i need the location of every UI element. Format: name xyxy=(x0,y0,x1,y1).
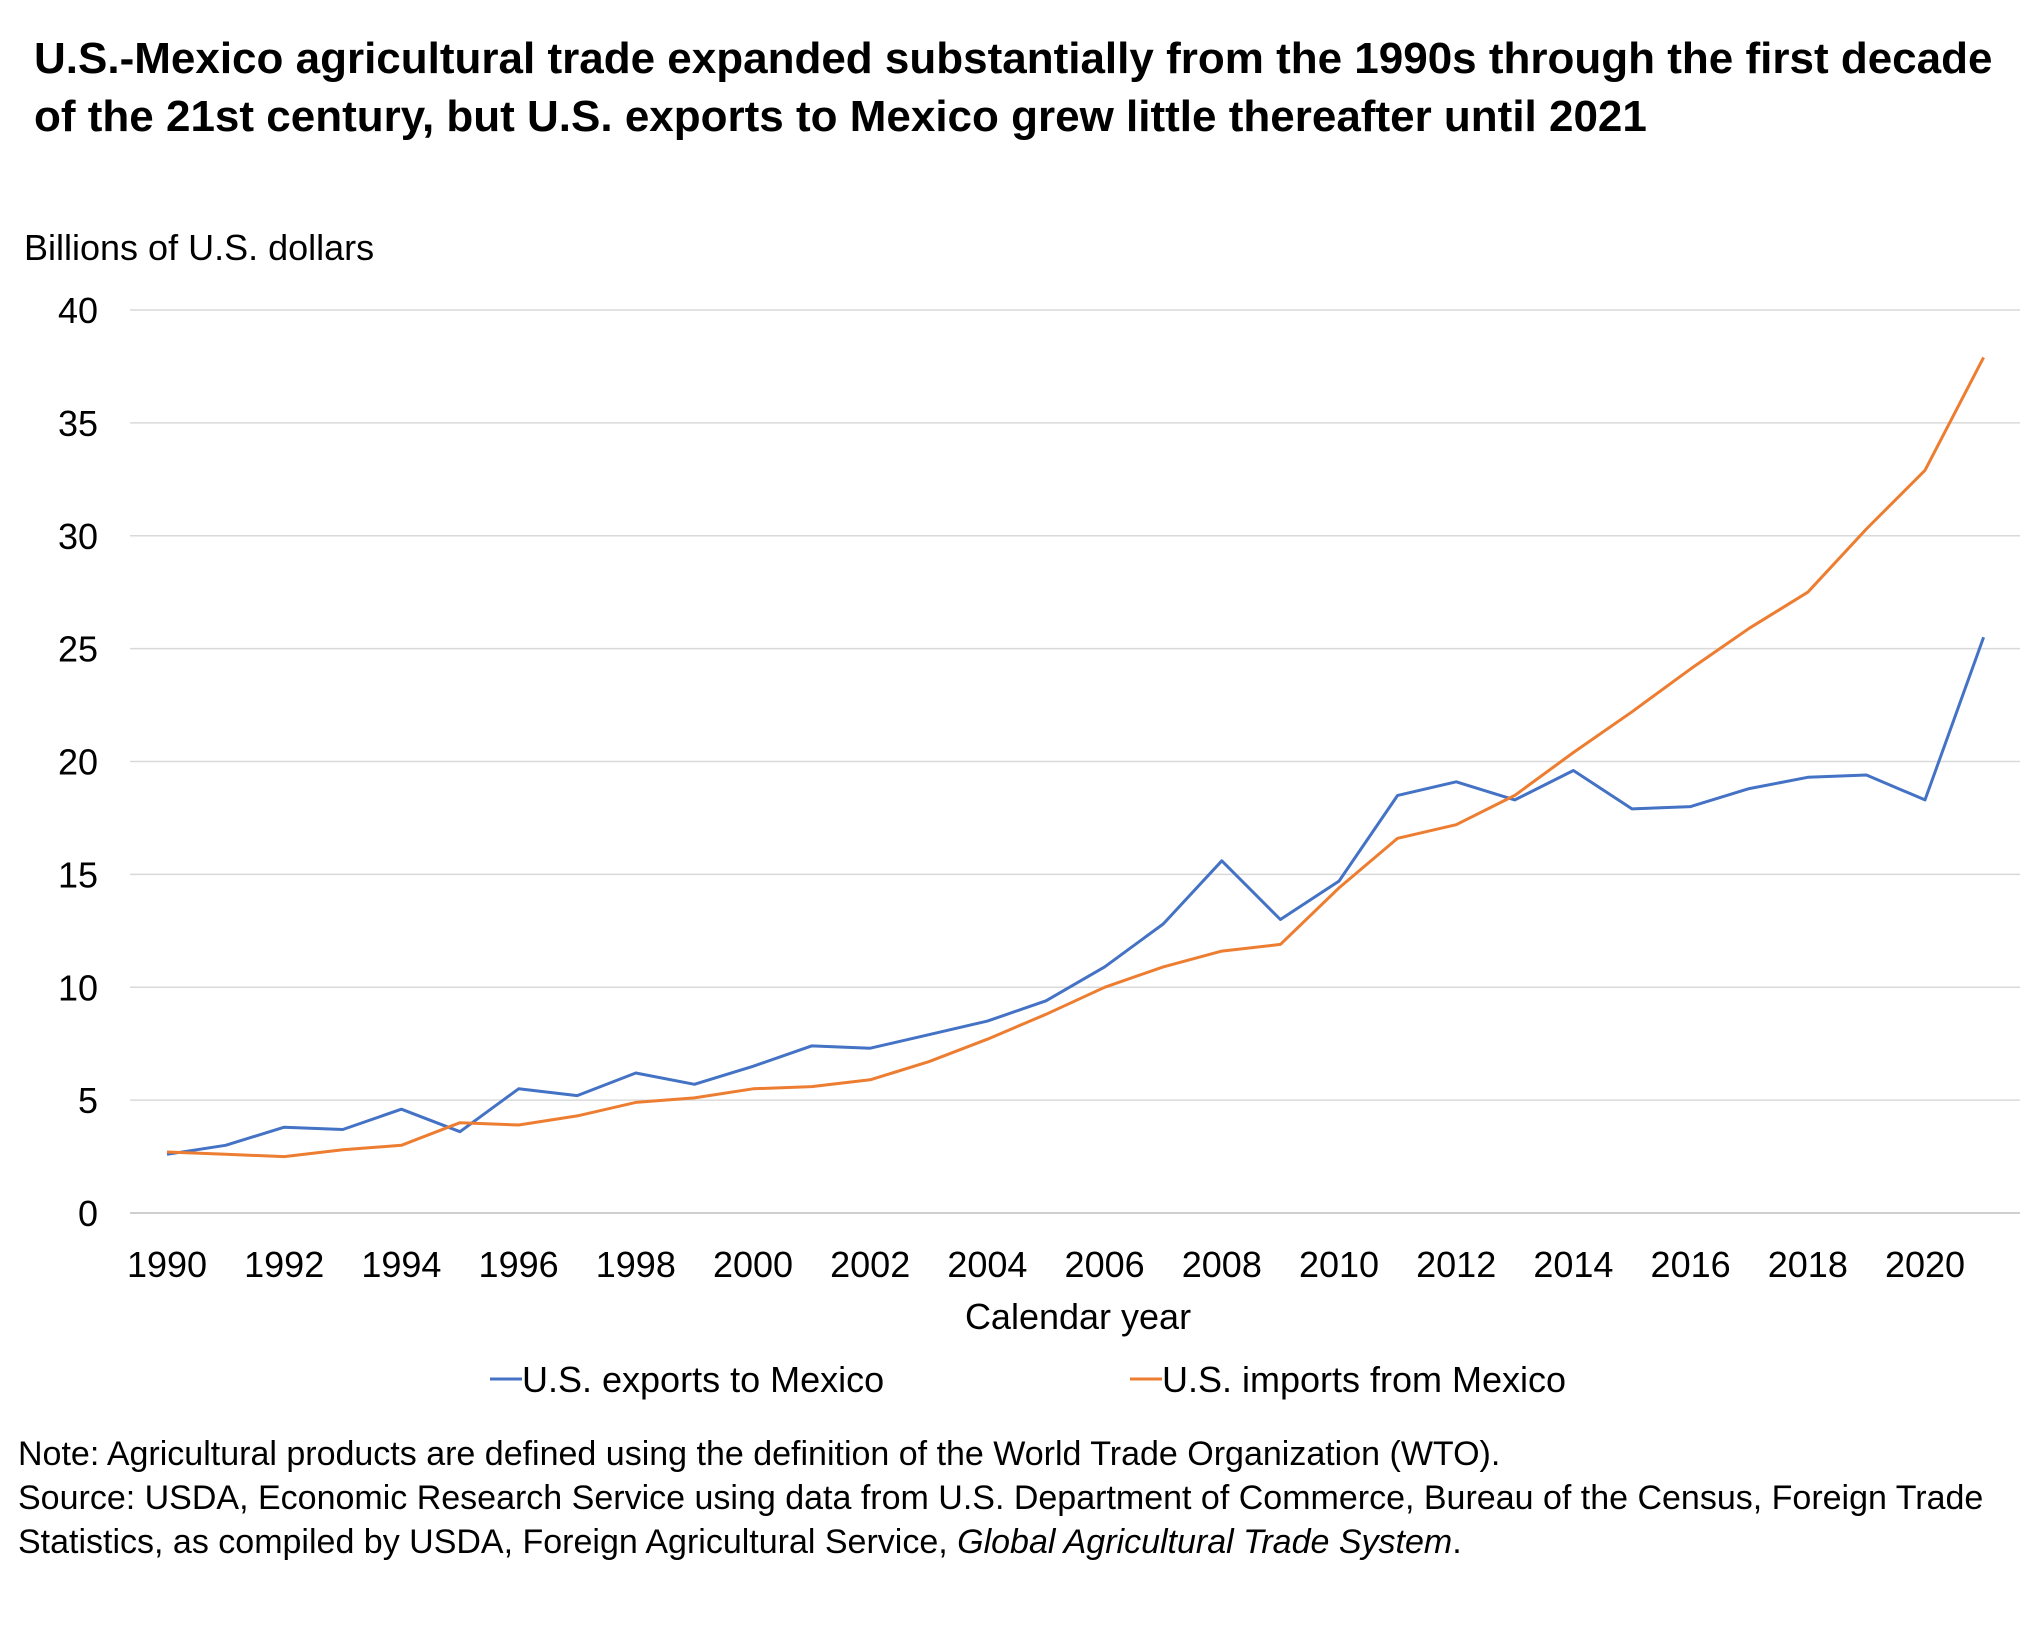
y-axis-label: Billions of U.S. dollars xyxy=(24,227,374,268)
y-tick-label: 10 xyxy=(58,967,98,1008)
x-tick-label: 1994 xyxy=(361,1244,441,1285)
source-text: Source: USDA, Economic Research Service … xyxy=(18,1476,2018,1564)
x-tick-label: 1990 xyxy=(127,1244,207,1285)
x-tick-label: 2008 xyxy=(1182,1244,1262,1285)
y-tick-label: 15 xyxy=(58,854,98,895)
x-tick-label: 2014 xyxy=(1533,1244,1613,1285)
legend-label: U.S. exports to Mexico xyxy=(522,1359,884,1400)
y-tick-label: 40 xyxy=(58,290,98,331)
y-tick-label: 35 xyxy=(58,403,98,444)
series-line-imports xyxy=(166,356,1985,1159)
y-tick-label: 30 xyxy=(58,516,98,557)
y-tick-label: 5 xyxy=(78,1080,98,1121)
x-tick-label: 2002 xyxy=(830,1244,910,1285)
x-tick-label: 2020 xyxy=(1885,1244,1965,1285)
x-tick-label: 2006 xyxy=(1065,1244,1145,1285)
chart-notes: Note: Agricultural products are defined … xyxy=(18,1432,2018,1564)
y-tick-label: 25 xyxy=(58,629,98,670)
line-chart: Billions of U.S. dollars 0 5 10 15 20 25 30 35 4… xyxy=(24,227,2020,1400)
legend: U.S. exports to Mexico U.S. imports from … xyxy=(490,1359,1566,1400)
x-tick-label: 2016 xyxy=(1651,1244,1731,1285)
y-tick-label: 20 xyxy=(58,742,98,783)
source-prefix: Source: USDA, Economic Research Service … xyxy=(18,1479,1984,1561)
note-text: Note: Agricultural products are defined … xyxy=(18,1435,1501,1473)
legend-label: U.S. imports from Mexico xyxy=(1162,1359,1566,1400)
x-tick-label: 2010 xyxy=(1299,1244,1379,1285)
x-tick-label: 2018 xyxy=(1768,1244,1848,1285)
x-axis-label: Calendar year xyxy=(965,1296,1191,1337)
source-italic: Global Agricultural Trade System xyxy=(957,1523,1453,1561)
series-line-exports xyxy=(166,636,1986,1156)
chart-title: U.S.-Mexico agricultural trade expanded … xyxy=(34,34,1993,141)
x-tick-label: 2012 xyxy=(1416,1244,1496,1285)
x-tick-label: 1998 xyxy=(596,1244,676,1285)
source-suffix: . xyxy=(1452,1523,1462,1561)
x-tick-label: 2004 xyxy=(947,1244,1027,1285)
y-tick-label: 0 xyxy=(78,1193,98,1234)
x-tick-label: 1996 xyxy=(479,1244,559,1285)
x-tick-label: 2000 xyxy=(713,1244,793,1285)
x-tick-label: 1992 xyxy=(244,1244,324,1285)
